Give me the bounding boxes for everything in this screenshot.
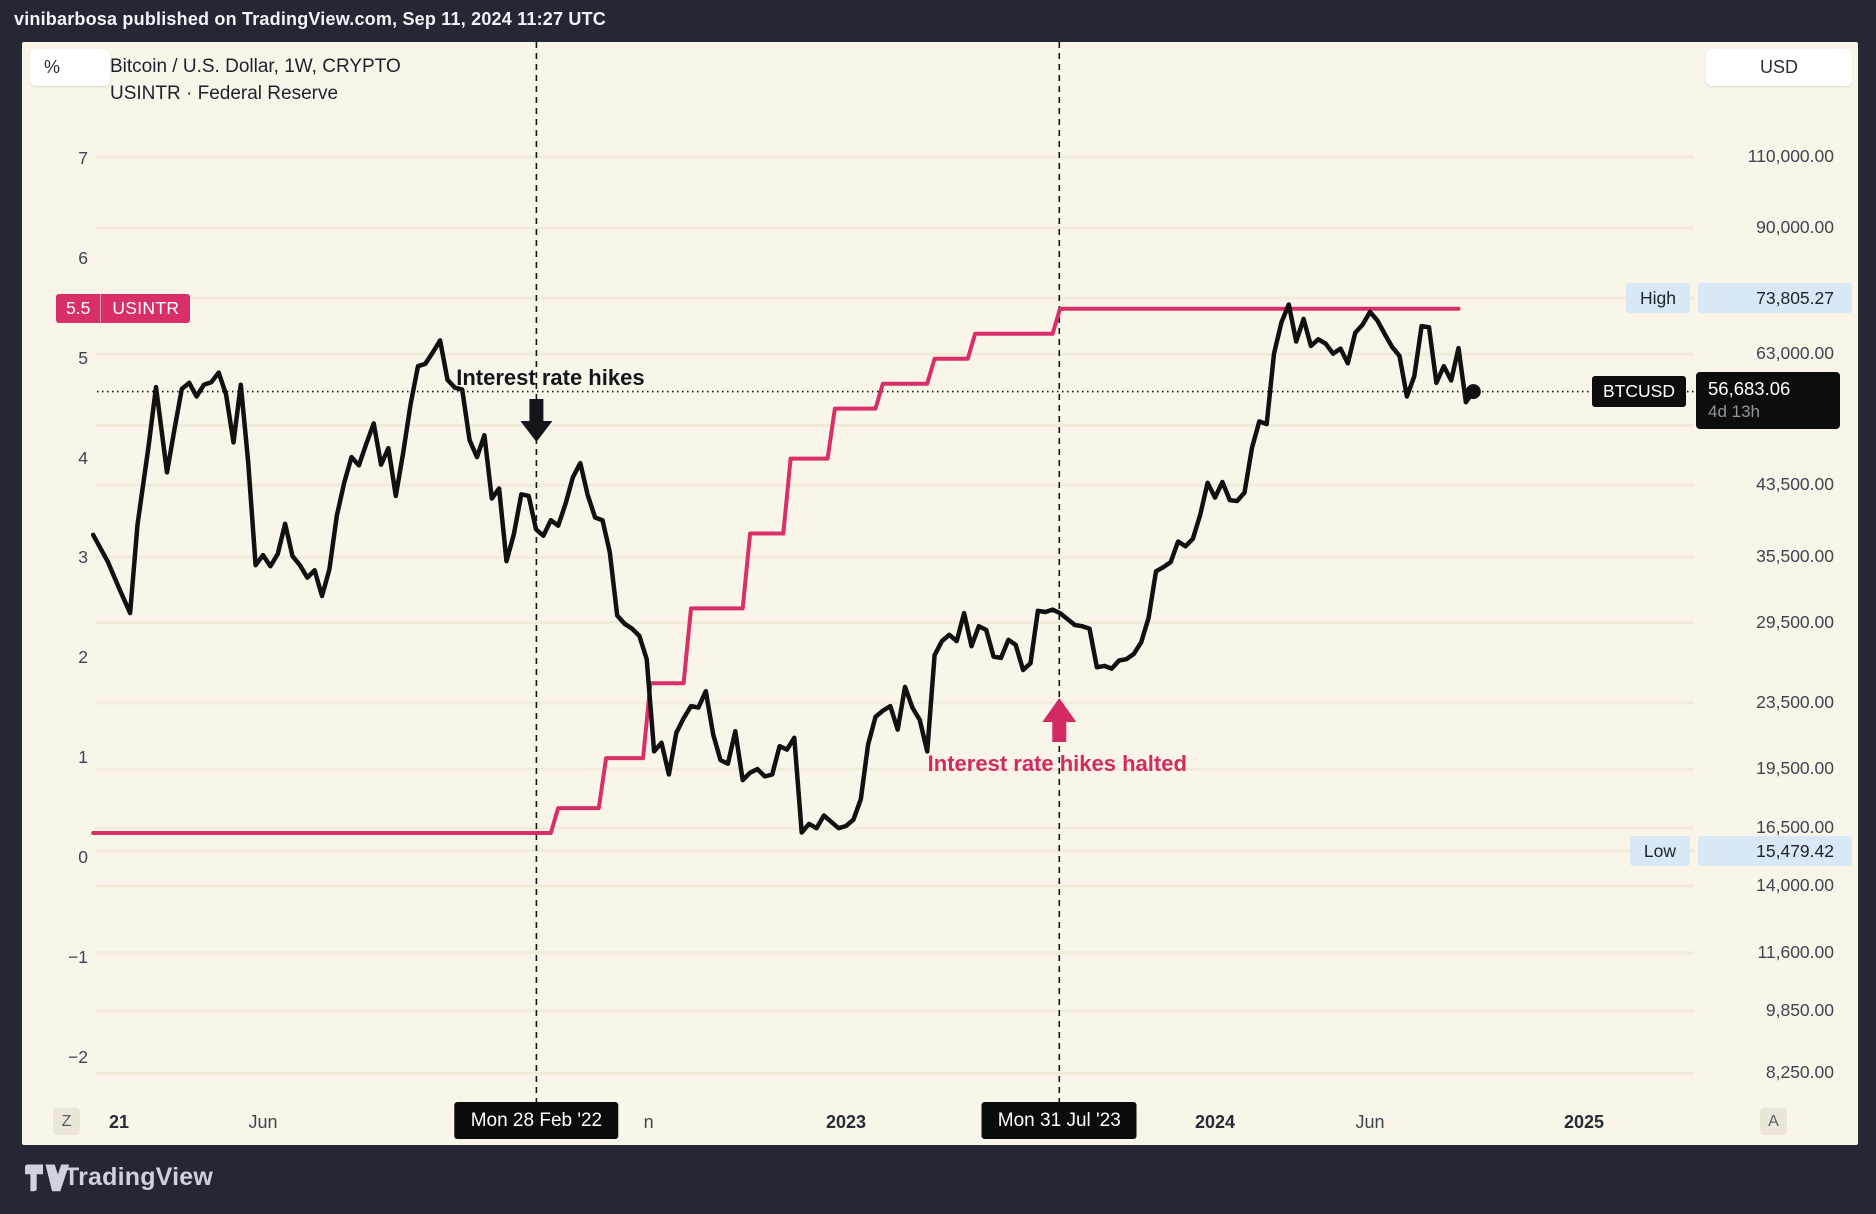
attribution-bar: vinibarbosa published on TradingView.com… xyxy=(0,0,1876,42)
usd-unit-label: USD xyxy=(1759,57,1798,77)
right-axis-tick: 11,600.00 xyxy=(1757,941,1834,962)
left-axis-tick: 5 xyxy=(78,347,88,368)
btcusd-bar-countdown: 4d 13h xyxy=(1708,401,1760,421)
event-date-badge: Mon 31 Jul '23 xyxy=(981,1102,1137,1139)
right-axis-tick: 35,500.00 xyxy=(1756,546,1834,567)
time-axis-label: 2024 xyxy=(1194,1112,1236,1132)
usintr-badge-symbol: USINTR xyxy=(112,298,180,319)
right-axis-tick: 19,500.00 xyxy=(1756,758,1834,779)
left-axis-tick: 2 xyxy=(78,647,88,668)
up-arrow-icon xyxy=(1042,698,1077,742)
timezone-button[interactable]: Z xyxy=(53,1108,80,1135)
time-axis-label: 21 xyxy=(109,1112,130,1132)
symbol-title-line2: USINTR · Federal Reserve xyxy=(110,83,339,104)
left-axis-tick: 3 xyxy=(78,547,88,568)
time-axis-label: n xyxy=(643,1112,654,1132)
left-axis-tick: −1 xyxy=(68,946,88,967)
right-axis-tick: 14,000.00 xyxy=(1756,875,1834,896)
left-axis-tick: 0 xyxy=(78,847,88,867)
right-axis-tick: 16,500.00 xyxy=(1756,817,1834,838)
btcusd-last-price: 56,683.06 xyxy=(1708,377,1791,399)
tradingview-wordmark: TradingView xyxy=(64,1163,214,1191)
time-axis-label: Jun xyxy=(248,1112,278,1132)
time-axis-label: 2023 xyxy=(825,1112,867,1132)
btc-price-line xyxy=(90,302,1476,835)
usintr-rate-line xyxy=(91,306,1461,835)
high-label: High xyxy=(1626,283,1690,314)
right-axis-unit-button[interactable]: USD xyxy=(1706,49,1852,86)
tradingview-logo-icon xyxy=(25,1164,70,1192)
left-axis-unit-button[interactable]: % xyxy=(30,49,110,86)
left-axis-tick: 7 xyxy=(78,148,88,168)
symbol-title-line1: Bitcoin / U.S. Dollar, 1W, CRYPTO xyxy=(110,56,401,77)
right-axis-tick: 23,500.00 xyxy=(1756,692,1834,713)
low-value: 15,479.42 xyxy=(1698,835,1852,866)
right-axis-tick: 110,000.00 xyxy=(1747,146,1834,166)
percent-unit-label: % xyxy=(44,57,61,77)
high-value: 73,805.27 xyxy=(1698,283,1852,314)
symbol-title: Bitcoin / U.S. Dollar, 1W, CRYPTO USINTR… xyxy=(110,53,401,107)
right-axis-tick: 63,000.00 xyxy=(1756,343,1834,364)
right-axis-tick: 29,500.00 xyxy=(1756,611,1834,632)
chart-panel xyxy=(22,42,1858,1145)
btcusd-price-box: 56,683.06 4d 13h xyxy=(1696,371,1840,429)
time-axis-label: 2025 xyxy=(1563,1112,1605,1132)
left-axis-tick: 4 xyxy=(78,447,88,468)
right-axis-tick: 43,500.00 xyxy=(1756,474,1834,495)
left-axis-tick: −2 xyxy=(68,1046,88,1067)
usintr-rate-badge: 5.5 USINTR xyxy=(56,294,191,324)
left-axis-tick: 6 xyxy=(78,247,88,268)
usintr-badge-divider xyxy=(100,294,102,324)
btcusd-symbol-badge: BTCUSD xyxy=(1592,376,1686,408)
annotation-hikes-halted: Interest rate hikes halted xyxy=(927,751,1187,776)
auto-scale-button[interactable]: A xyxy=(1760,1108,1787,1135)
event-date-badge: Mon 28 Feb '22 xyxy=(454,1102,619,1139)
low-label: Low xyxy=(1629,835,1690,866)
right-axis-tick: 90,000.00 xyxy=(1756,216,1834,237)
footer-bar: TradingView xyxy=(0,1145,1876,1214)
usintr-rate-value: 5.5 xyxy=(66,298,91,319)
right-axis-tick: 8,250.00 xyxy=(1765,1062,1834,1083)
attribution-text: vinibarbosa published on TradingView.com… xyxy=(14,9,606,29)
last-price-dot xyxy=(1465,384,1481,400)
right-axis-tick: 9,850.00 xyxy=(1765,999,1834,1020)
left-axis-tick: 1 xyxy=(78,747,88,768)
time-axis-label: Jun xyxy=(1355,1112,1385,1132)
annotation-rate-hikes: Interest rate hikes xyxy=(456,365,645,390)
down-arrow-icon xyxy=(520,399,553,442)
